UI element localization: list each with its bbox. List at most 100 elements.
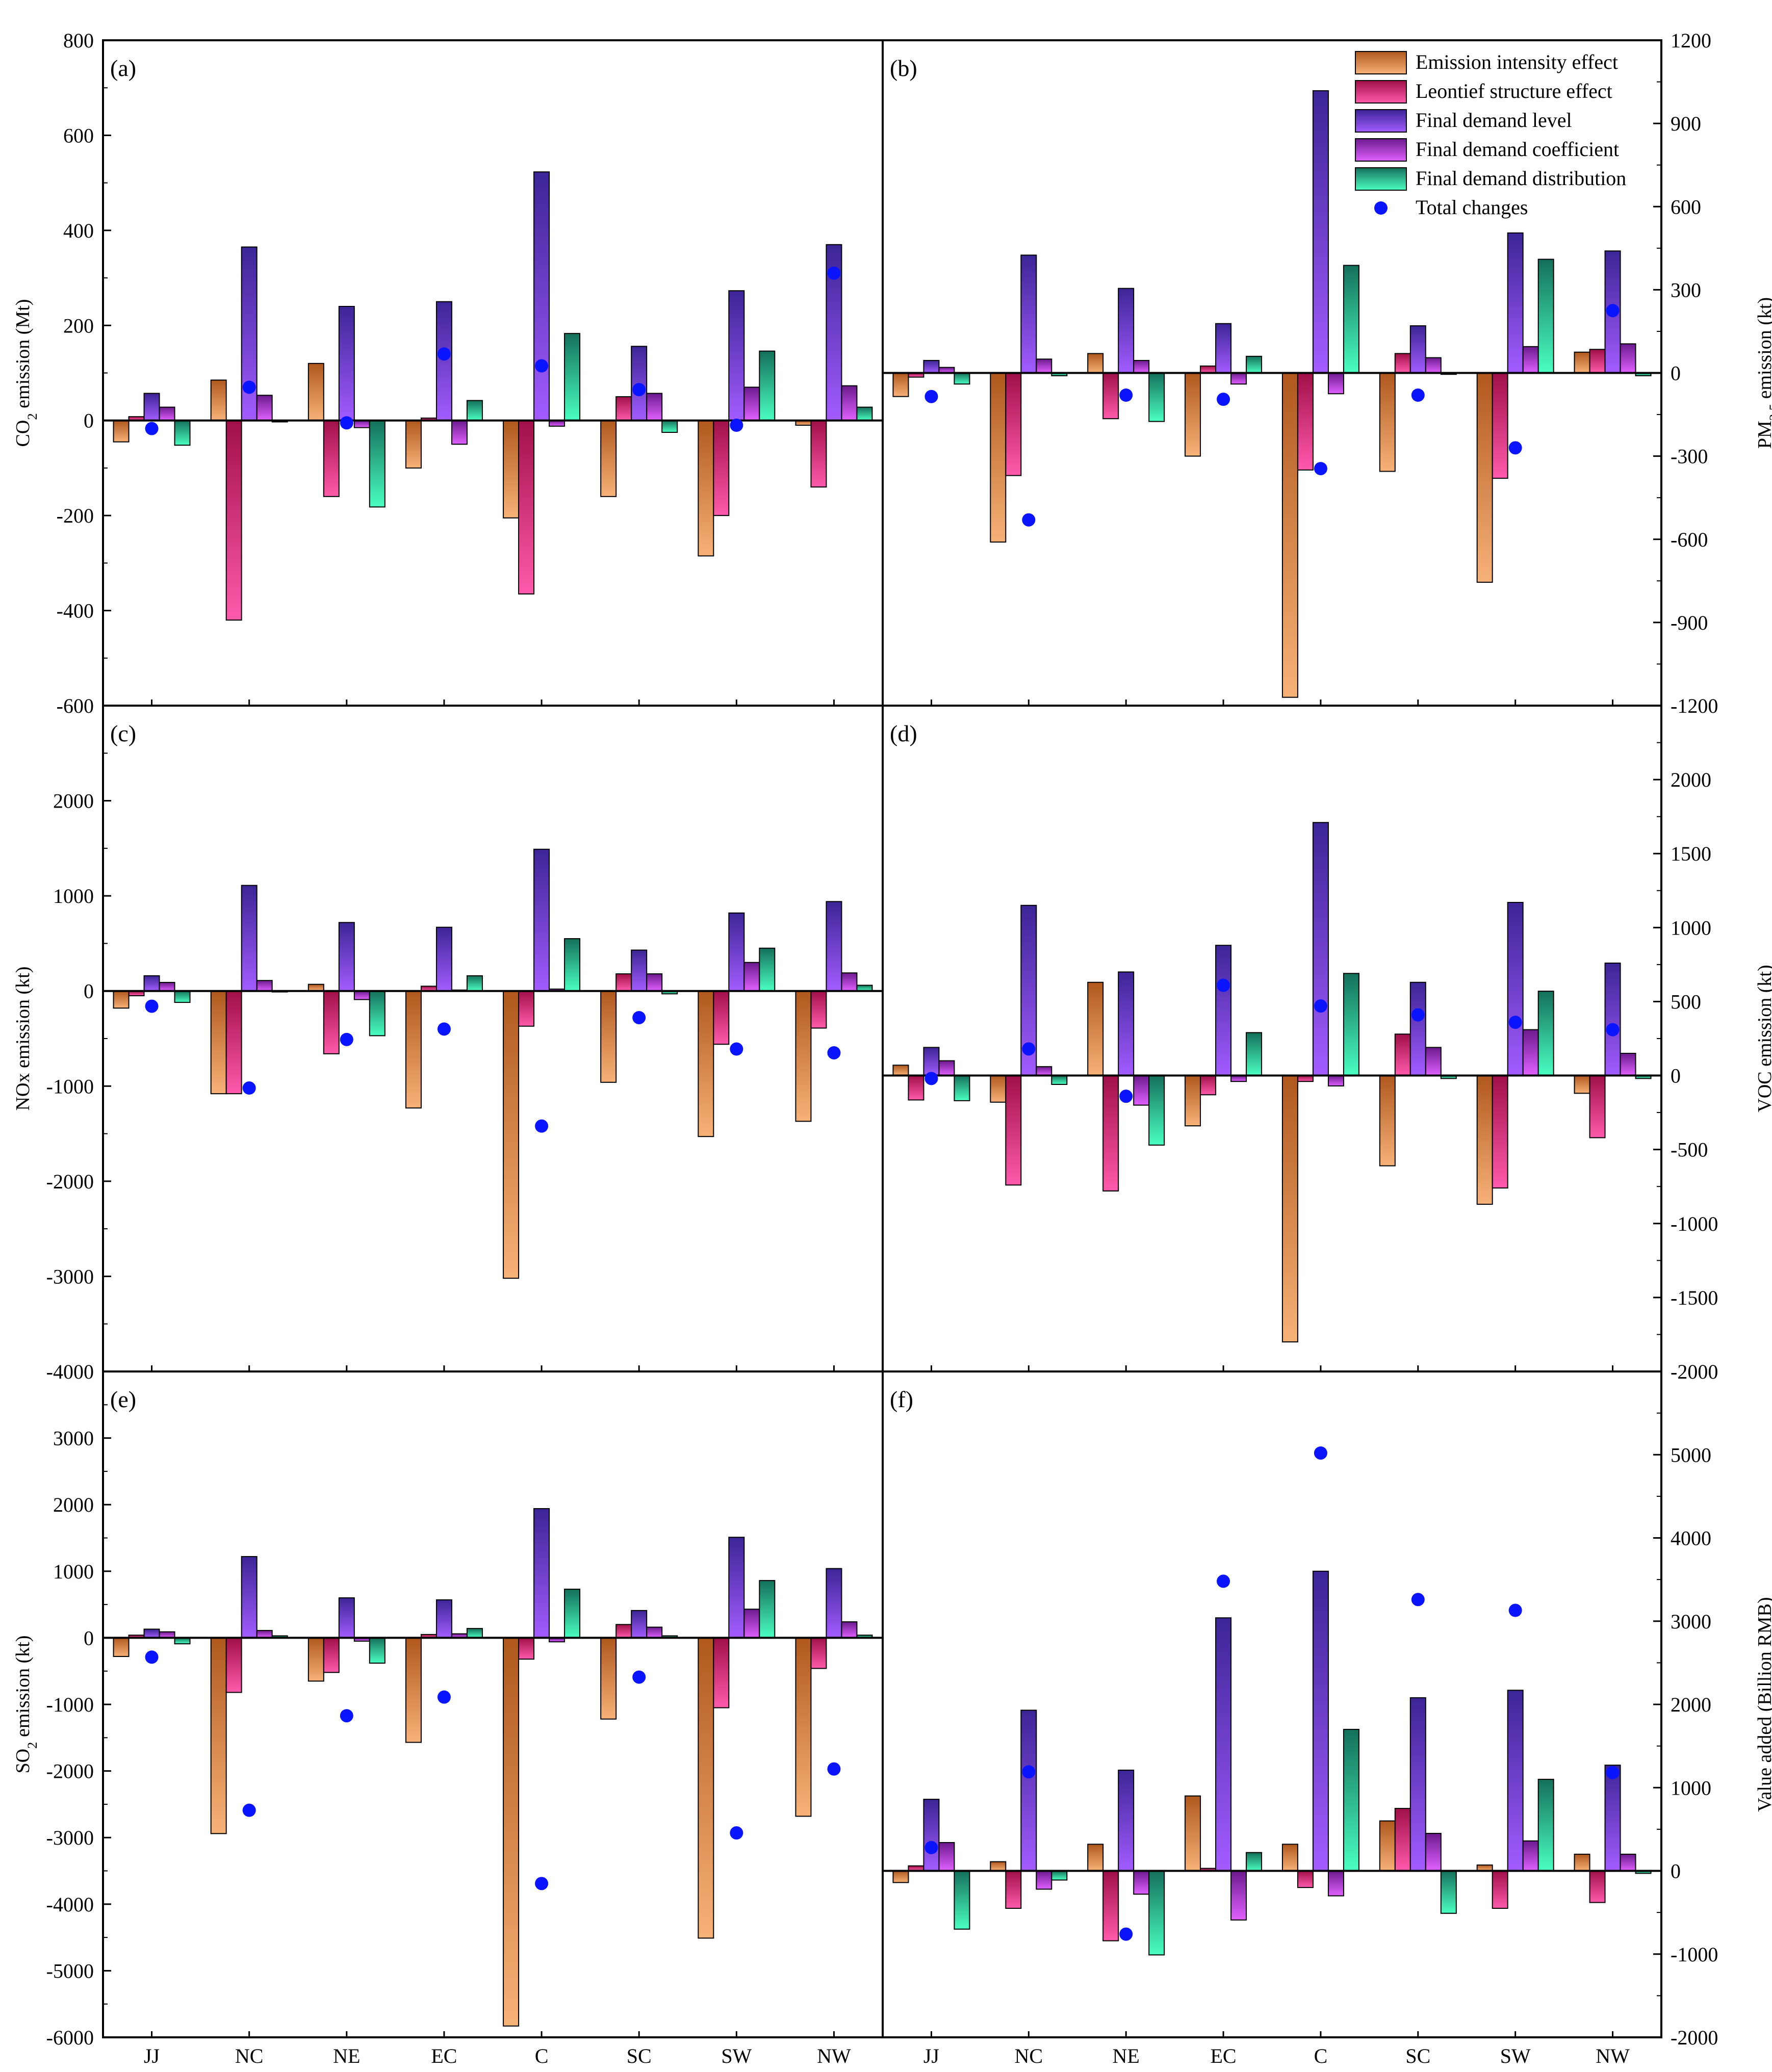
y-tick-label: -600 <box>1671 528 1708 551</box>
bar-emission-intensity-effect <box>210 379 227 421</box>
bar-emission-intensity-effect <box>892 1065 909 1076</box>
bar-final-demand-distribution <box>1343 1728 1359 1872</box>
y-tick-label: 0 <box>1671 362 1681 385</box>
bar-emission-intensity-effect <box>1281 1844 1298 1872</box>
y-axis-label: PM2.5 emission (kt) <box>1754 297 1772 449</box>
total-change-dot <box>1314 462 1327 476</box>
bar-emission-intensity-effect <box>1476 372 1493 583</box>
y-tick-label: -1500 <box>1671 1286 1718 1309</box>
label-part: SO <box>12 1749 34 1774</box>
bar-final-demand-level <box>728 290 745 421</box>
bar-emission-intensity-effect <box>1379 372 1396 472</box>
x-tick-label: EC <box>431 2044 457 2067</box>
bar-final-demand-distribution <box>954 1075 970 1101</box>
bar-leontief-structure-effect <box>713 990 730 1045</box>
label-part: 2.5 <box>1766 404 1772 421</box>
total-change-dot <box>242 1803 256 1817</box>
panel-d: (d) -2000 -1500 -1000 -500 0 500 1000 1500 2000 VO… <box>882 705 1772 1383</box>
y-tick-label: -5000 <box>46 1959 94 1982</box>
bar-emission-intensity-effect <box>405 420 422 469</box>
bar-leontief-structure-effect <box>713 1637 730 1708</box>
bar-emission-intensity-effect <box>1574 1853 1590 1872</box>
bar-final-demand-distribution <box>1246 355 1263 374</box>
legend-label: Final demand level <box>1416 109 1572 132</box>
bar-final-demand-distribution <box>856 406 873 421</box>
total-change-dot <box>1119 1927 1133 1941</box>
bar-final-demand-level <box>1118 971 1135 1076</box>
y-tick-label: 0 <box>84 409 94 432</box>
bar-emission-intensity-effect <box>113 420 130 443</box>
panel-letter: (b) <box>890 55 917 81</box>
bar-leontief-structure-effect <box>1005 372 1022 476</box>
legend-label: Emission intensity effect <box>1416 50 1618 73</box>
bar-final-demand-level <box>923 1799 940 1872</box>
panel-letter: (c) <box>110 720 136 746</box>
total-change-dot <box>340 1032 353 1046</box>
total-change-dot <box>437 1022 451 1036</box>
y-tick-label: 2000 <box>1671 1693 1711 1716</box>
bar-final-demand-level <box>1118 1769 1135 1872</box>
bar-final-demand-coefficient <box>1036 358 1052 374</box>
bar-final-demand-coefficient <box>1620 1853 1636 1872</box>
bar-emission-intensity-effect <box>307 362 324 421</box>
total-change-dot <box>145 1650 159 1664</box>
label-part: emission (Mt) <box>12 299 34 413</box>
bar-emission-intensity-effect <box>1281 372 1298 698</box>
bar-final-demand-distribution <box>466 400 483 421</box>
bar-leontief-structure-effect <box>1005 1870 1022 1909</box>
total-change-dot <box>827 1046 841 1059</box>
x-tick-label: NW <box>1596 2044 1630 2067</box>
label-part: emission (kt) <box>1754 297 1772 404</box>
bar-final-demand-coefficient <box>1327 1870 1344 1897</box>
total-change-dot <box>1606 1023 1620 1037</box>
bar-final-demand-level <box>1118 288 1135 374</box>
total-change-dot <box>1022 1765 1036 1779</box>
bar-emission-intensity-effect <box>405 990 422 1109</box>
total-change-dot <box>1411 1008 1425 1022</box>
x-tick-label: NC <box>235 2044 264 2067</box>
y-tick-label: 1200 <box>1671 29 1711 52</box>
bar-final-demand-level <box>1312 1570 1329 1872</box>
bar-final-demand-level <box>533 171 550 421</box>
total-change-dot <box>437 347 451 361</box>
y-axis-label: Value added (Billion RMB) <box>1754 1597 1772 1811</box>
bar-final-demand-distribution <box>759 947 776 992</box>
bar-final-demand-distribution <box>174 420 191 446</box>
bar-final-demand-distribution <box>1148 372 1165 422</box>
bar-final-demand-coefficient <box>646 1626 663 1639</box>
bar-leontief-structure-effect <box>810 420 827 488</box>
x-tick-label: NC <box>1015 2044 1043 2067</box>
bar-final-demand-level <box>631 949 648 992</box>
bar-final-demand-level <box>1020 254 1037 374</box>
bar-final-demand-distribution <box>1343 973 1359 1076</box>
y-tick-label: 3000 <box>1671 1610 1711 1633</box>
bar-final-demand-level <box>1020 1710 1037 1872</box>
total-change-dot <box>632 383 646 397</box>
bar-leontief-structure-effect <box>225 990 242 1095</box>
total-change-dot <box>730 419 743 432</box>
x-tick-label: EC <box>1211 2044 1237 2067</box>
y-tick-label: 300 <box>1671 278 1701 301</box>
total-change-dot <box>632 1011 646 1024</box>
total-change-dot <box>1314 1446 1327 1460</box>
bar-emission-intensity-effect <box>1185 1075 1201 1127</box>
bar-final-demand-distribution <box>466 1628 483 1639</box>
total-change-dot <box>437 1690 451 1704</box>
bar-emission-intensity-effect <box>1476 1075 1493 1205</box>
bar-leontief-structure-effect <box>615 1624 632 1639</box>
x-tick-label: JJ <box>144 2044 160 2067</box>
total-change-dot <box>1411 1593 1425 1607</box>
bar-emission-intensity-effect <box>600 420 617 497</box>
bar-final-demand-coefficient <box>1522 1840 1539 1872</box>
y-tick-label: -300 <box>1671 445 1708 468</box>
bar-final-demand-coefficient <box>1327 1075 1344 1086</box>
x-tick-label: NW <box>817 2044 851 2067</box>
bar-emission-intensity-effect <box>990 1861 1007 1872</box>
bar-final-demand-coefficient <box>938 1060 955 1076</box>
total-change-dot <box>1022 1042 1036 1056</box>
y-tick-label: 800 <box>63 29 94 52</box>
y-axis-label: NOx emission (kt) <box>12 967 34 1111</box>
legend-swatch <box>1355 167 1407 191</box>
bar-final-demand-distribution <box>369 420 386 508</box>
y-tick-label: -4000 <box>46 1360 94 1383</box>
